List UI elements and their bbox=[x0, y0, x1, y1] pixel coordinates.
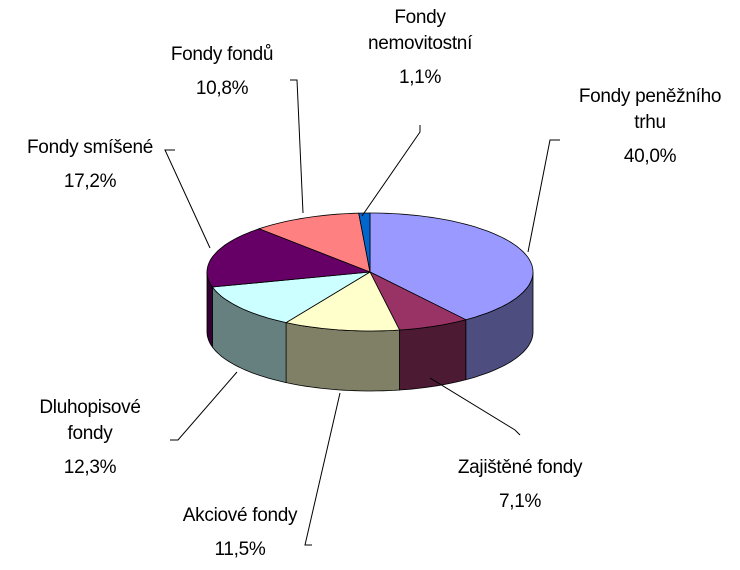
value-label: 11,5% bbox=[214, 539, 266, 560]
category-name: Zajištěné fondy bbox=[457, 457, 583, 478]
value-label: 7,1% bbox=[498, 491, 542, 512]
slice-label: Fondy smíšené 17,2% bbox=[27, 135, 153, 195]
leader-line bbox=[170, 371, 238, 441]
slice-label: Zajištěné fondy 7,1% bbox=[457, 455, 583, 515]
leader-line bbox=[304, 392, 341, 546]
leader-line bbox=[290, 79, 304, 214]
slice-label: Dluhopisové fondy 12,3% bbox=[39, 395, 141, 481]
category-name: Dluhopisové fondy bbox=[39, 397, 141, 444]
value-label: 10,8% bbox=[195, 78, 249, 99]
value-label: 1,1% bbox=[398, 67, 442, 88]
slice bbox=[369, 271, 467, 331]
slice-side bbox=[285, 322, 400, 392]
category-name: Fondy fondů bbox=[170, 44, 274, 65]
slice bbox=[211, 271, 371, 324]
category-name: Akciové fondy bbox=[182, 505, 298, 526]
category-name: Fondy smíšené bbox=[27, 137, 153, 158]
slice-label: Akciové fondy 11,5% bbox=[182, 503, 298, 563]
slice-label: Fondy peněžního trhu 40,0% bbox=[578, 84, 722, 170]
leader-line bbox=[527, 139, 560, 253]
leader-line bbox=[164, 149, 211, 249]
slice bbox=[285, 271, 401, 332]
slice bbox=[206, 228, 371, 288]
category-name: Fondy peněžního trhu bbox=[578, 86, 722, 133]
value-label: 12,3% bbox=[63, 457, 117, 478]
value-label: 17,2% bbox=[63, 171, 117, 192]
value-label: 40,0% bbox=[623, 146, 677, 167]
slice-label: Fondy nemovitostní 1,1% bbox=[368, 5, 472, 91]
slice bbox=[369, 212, 534, 321]
leader-line bbox=[361, 125, 421, 217]
slice bbox=[258, 212, 371, 273]
slice-label: Fondy fondů 10,8% bbox=[170, 42, 274, 102]
leader-line bbox=[429, 377, 521, 436]
category-name: Fondy nemovitostní bbox=[367, 7, 473, 54]
